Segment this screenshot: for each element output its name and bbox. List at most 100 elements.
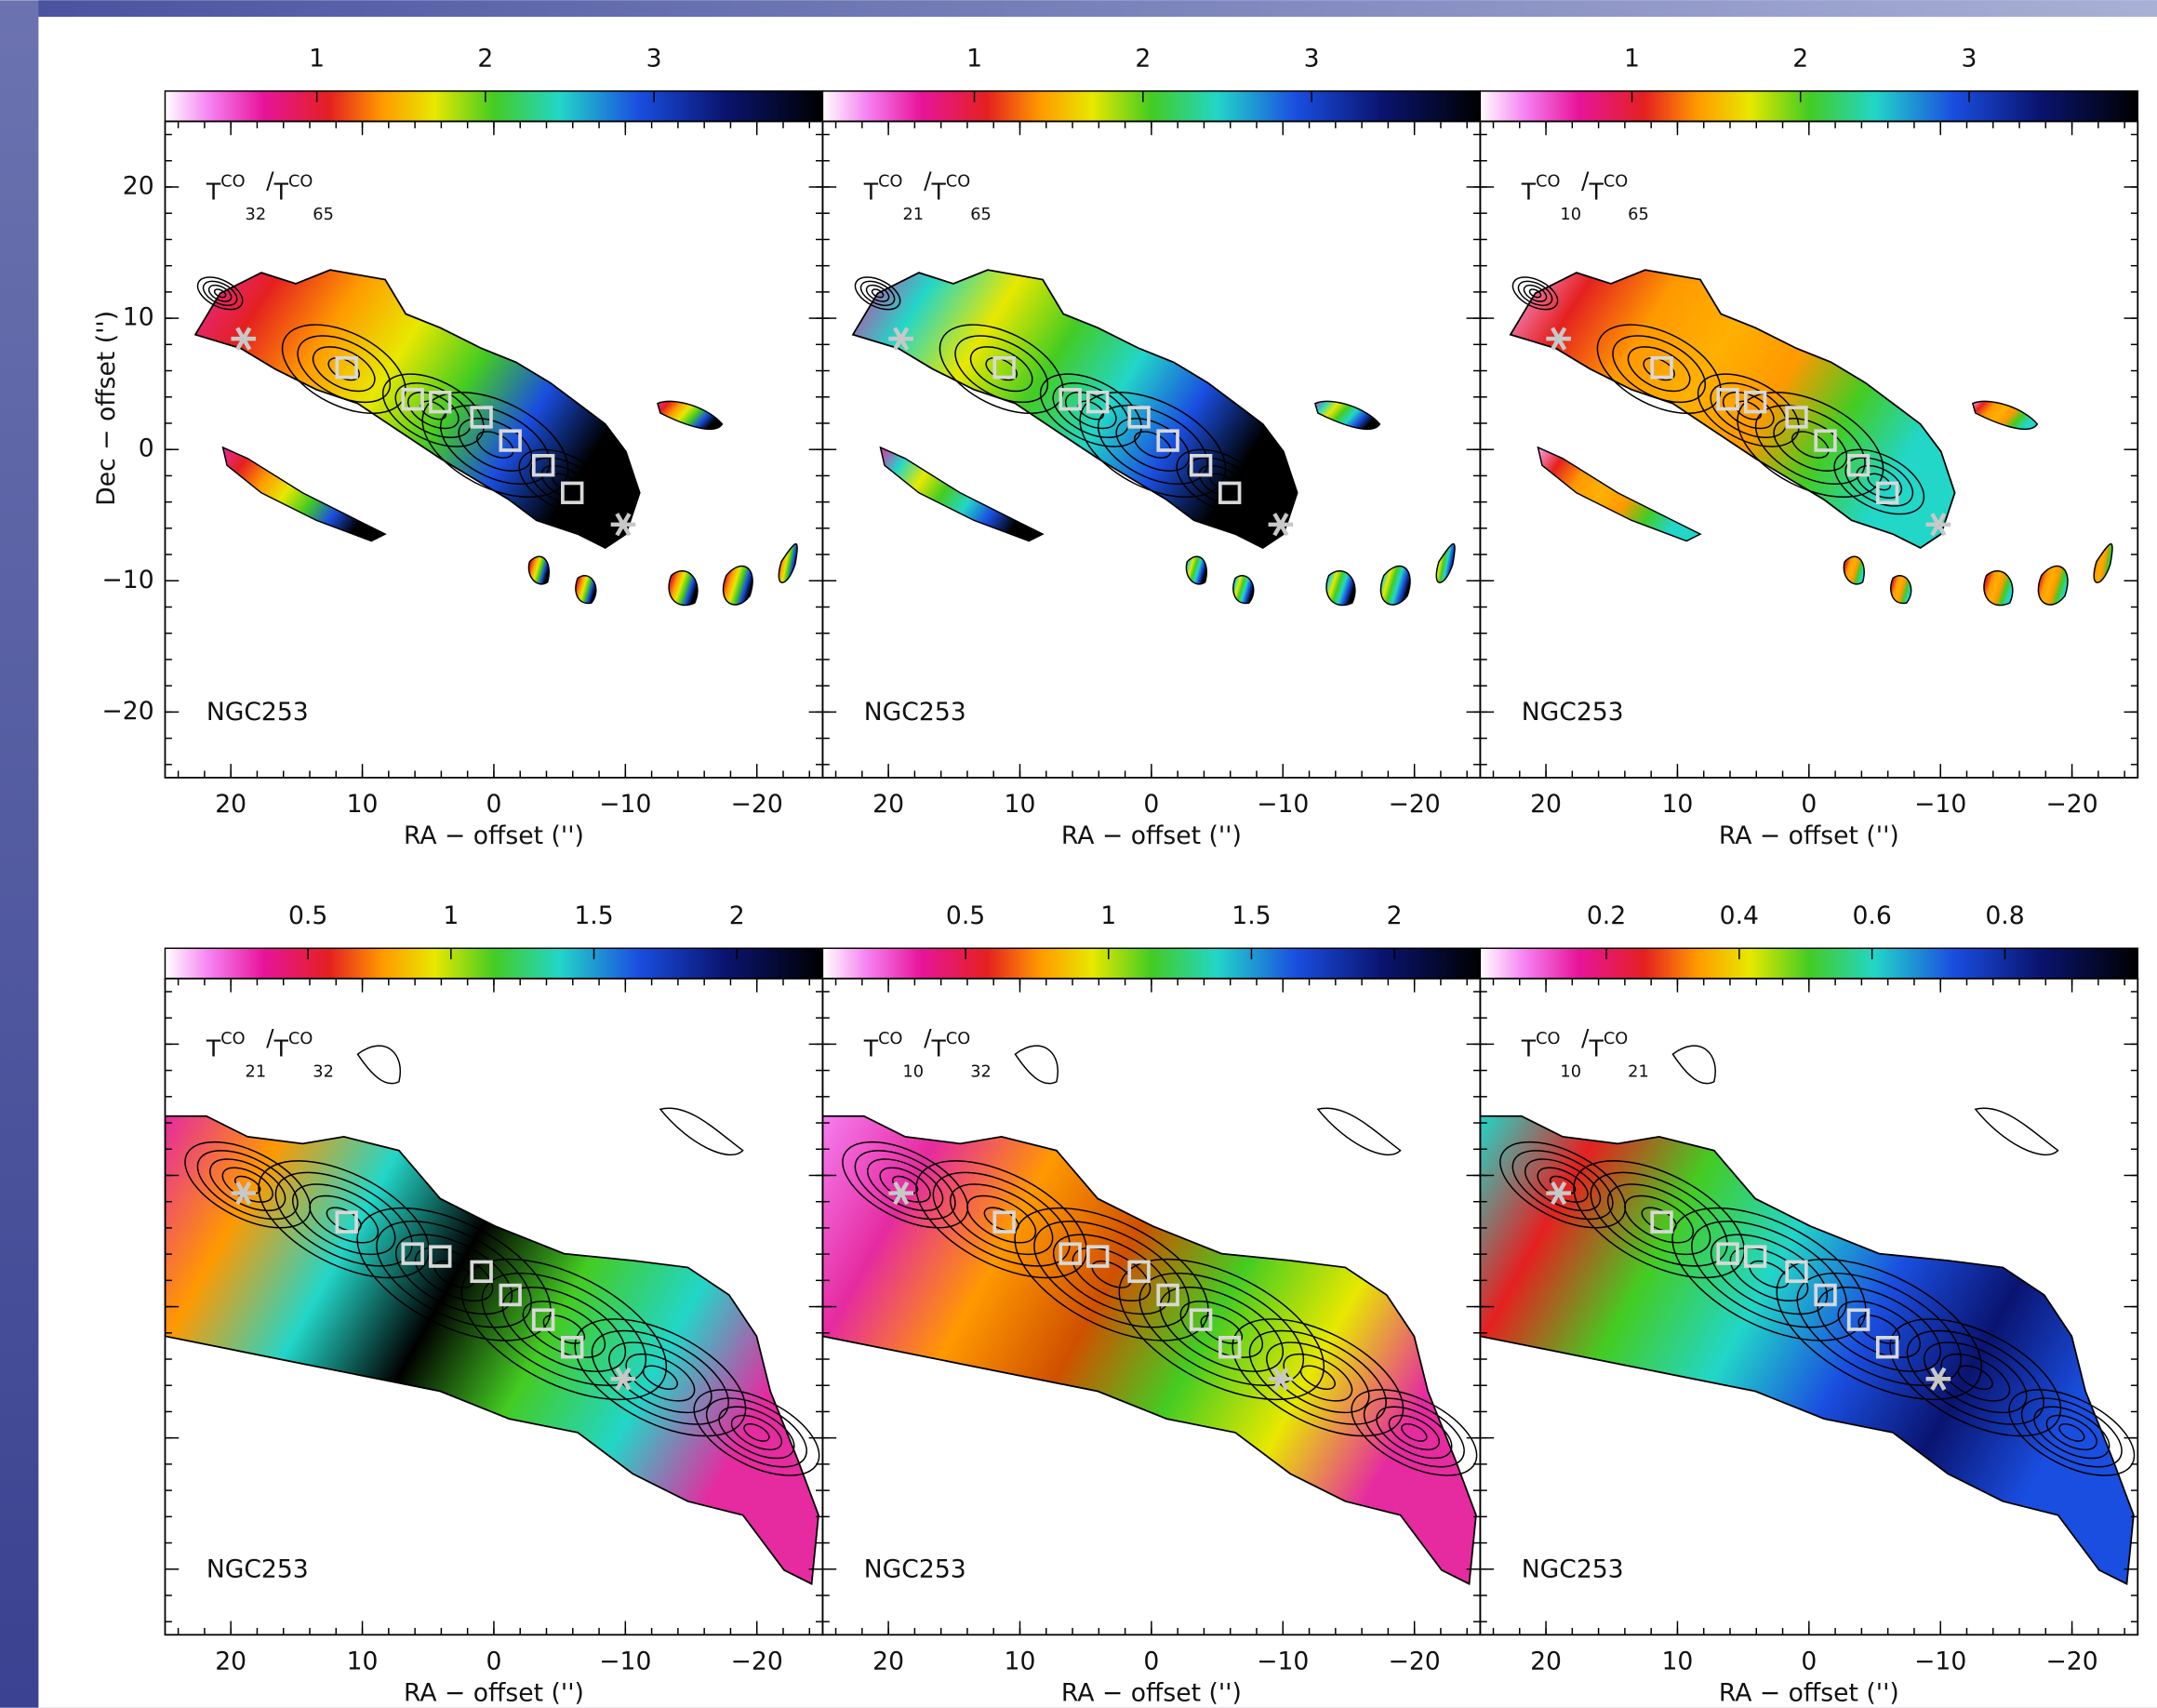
emission-region <box>1435 543 1456 583</box>
contour <box>1248 1329 1387 1425</box>
contour <box>659 1107 744 1155</box>
contour <box>1363 1397 1465 1468</box>
contour <box>1624 1194 1695 1244</box>
contour <box>625 1353 696 1402</box>
contour <box>1737 392 1884 499</box>
colorbar-tick-label: 1 <box>1624 44 1640 73</box>
y-tick-label: −10 <box>101 566 153 594</box>
contour <box>196 1150 299 1221</box>
star-marker <box>1551 1181 1567 1206</box>
position-marker <box>335 1210 358 1234</box>
x-tick-label: 0 <box>1801 1647 1817 1675</box>
contour <box>1187 457 1257 507</box>
contour <box>1351 1389 1478 1476</box>
contour <box>1511 276 1559 311</box>
emission-region <box>1325 569 1356 607</box>
ratio-label-part: 10 <box>902 1062 924 1081</box>
ratio-label-part: T <box>206 1035 221 1062</box>
position-marker <box>1875 1336 1899 1359</box>
emission-region <box>657 400 724 431</box>
contour <box>871 288 885 299</box>
contour <box>1722 391 1775 430</box>
colorbar-tick-label: 0.4 <box>1720 901 1759 930</box>
contour <box>1159 1287 1285 1372</box>
star-marker <box>1930 1367 1947 1391</box>
contour <box>1388 1414 1440 1451</box>
emission-region <box>1379 565 1411 606</box>
ratio-label-part: CO <box>946 173 970 192</box>
colorbar-tick-label: 1.5 <box>574 901 613 930</box>
contour <box>1612 335 1707 404</box>
contour <box>207 284 233 302</box>
contour <box>2045 1414 2097 1451</box>
contour <box>309 1194 379 1244</box>
ratio-label-part: 32 <box>970 1062 992 1081</box>
x-tick-label: −10 <box>1257 1647 1309 1675</box>
ratio-label: TCO10/TCO65 <box>1521 167 1649 224</box>
contour <box>1837 1301 1921 1358</box>
emission-region <box>822 1114 1477 1585</box>
contour <box>407 391 459 430</box>
contour <box>949 1183 1054 1256</box>
position-marker <box>1127 1260 1151 1284</box>
ratio-label: TCO10/TCO32 <box>863 1024 992 1081</box>
ratio-label: TCO21/TCO65 <box>863 167 992 224</box>
emission-region <box>165 1114 819 1585</box>
contour <box>730 1414 783 1451</box>
contour <box>2058 1422 2085 1442</box>
x-tick-label: −20 <box>2046 790 2098 819</box>
contour <box>1033 1221 1190 1328</box>
contour <box>1232 1318 1405 1437</box>
contour <box>184 1141 312 1229</box>
star-marker <box>1551 327 1567 351</box>
x-tick-label: −20 <box>1389 1647 1441 1675</box>
y-tick-label: 10 <box>123 303 154 332</box>
x-axis-label: RA − offset ('') <box>404 1678 584 1707</box>
contour <box>274 1171 413 1267</box>
position-marker <box>499 1283 522 1307</box>
position-marker <box>499 429 522 452</box>
ratio-label-part: / <box>1581 1024 1590 1051</box>
contour <box>522 1301 606 1358</box>
contour <box>859 280 896 307</box>
contour <box>1773 418 1848 472</box>
contour <box>1974 1107 2059 1155</box>
position-marker <box>401 1242 424 1265</box>
contour <box>865 284 890 302</box>
star-marker <box>235 1181 252 1206</box>
emission-region <box>221 446 387 542</box>
x-tick-label: 10 <box>1661 1647 1693 1675</box>
position-marker <box>1650 1210 1673 1234</box>
object-name: NGC253 <box>1522 698 1624 727</box>
ratio-label: TCO21/TCO32 <box>206 1024 334 1081</box>
x-tick-label: −10 <box>599 790 651 819</box>
contour <box>693 1389 820 1476</box>
position-marker <box>1875 481 1899 504</box>
contour <box>1014 1045 1059 1085</box>
contour <box>743 1422 770 1442</box>
x-tick-label: 0 <box>486 790 501 819</box>
x-tick-label: 20 <box>215 1647 246 1675</box>
emission-region <box>879 446 1045 542</box>
map <box>822 1045 1478 1585</box>
contour <box>1014 1207 1209 1341</box>
x-tick-label: 10 <box>347 790 379 819</box>
contour <box>202 280 238 307</box>
contour <box>1316 1107 1402 1155</box>
colorbar-tick-label: 0.6 <box>1852 901 1891 930</box>
contour <box>1079 392 1227 499</box>
contour <box>1115 418 1191 472</box>
emission-region <box>2037 565 2069 606</box>
y-axis-label: Dec − offset ('') <box>92 311 121 506</box>
contour <box>414 1247 494 1302</box>
contour <box>854 1150 956 1221</box>
ratio-label-part: / <box>266 1024 274 1051</box>
ratio-label-part: / <box>924 1024 932 1051</box>
contour <box>1671 1045 1716 1085</box>
star-marker <box>615 513 632 537</box>
x-tick-label: 20 <box>1530 790 1562 819</box>
x-tick-label: 10 <box>1661 790 1693 819</box>
contour <box>518 448 610 515</box>
